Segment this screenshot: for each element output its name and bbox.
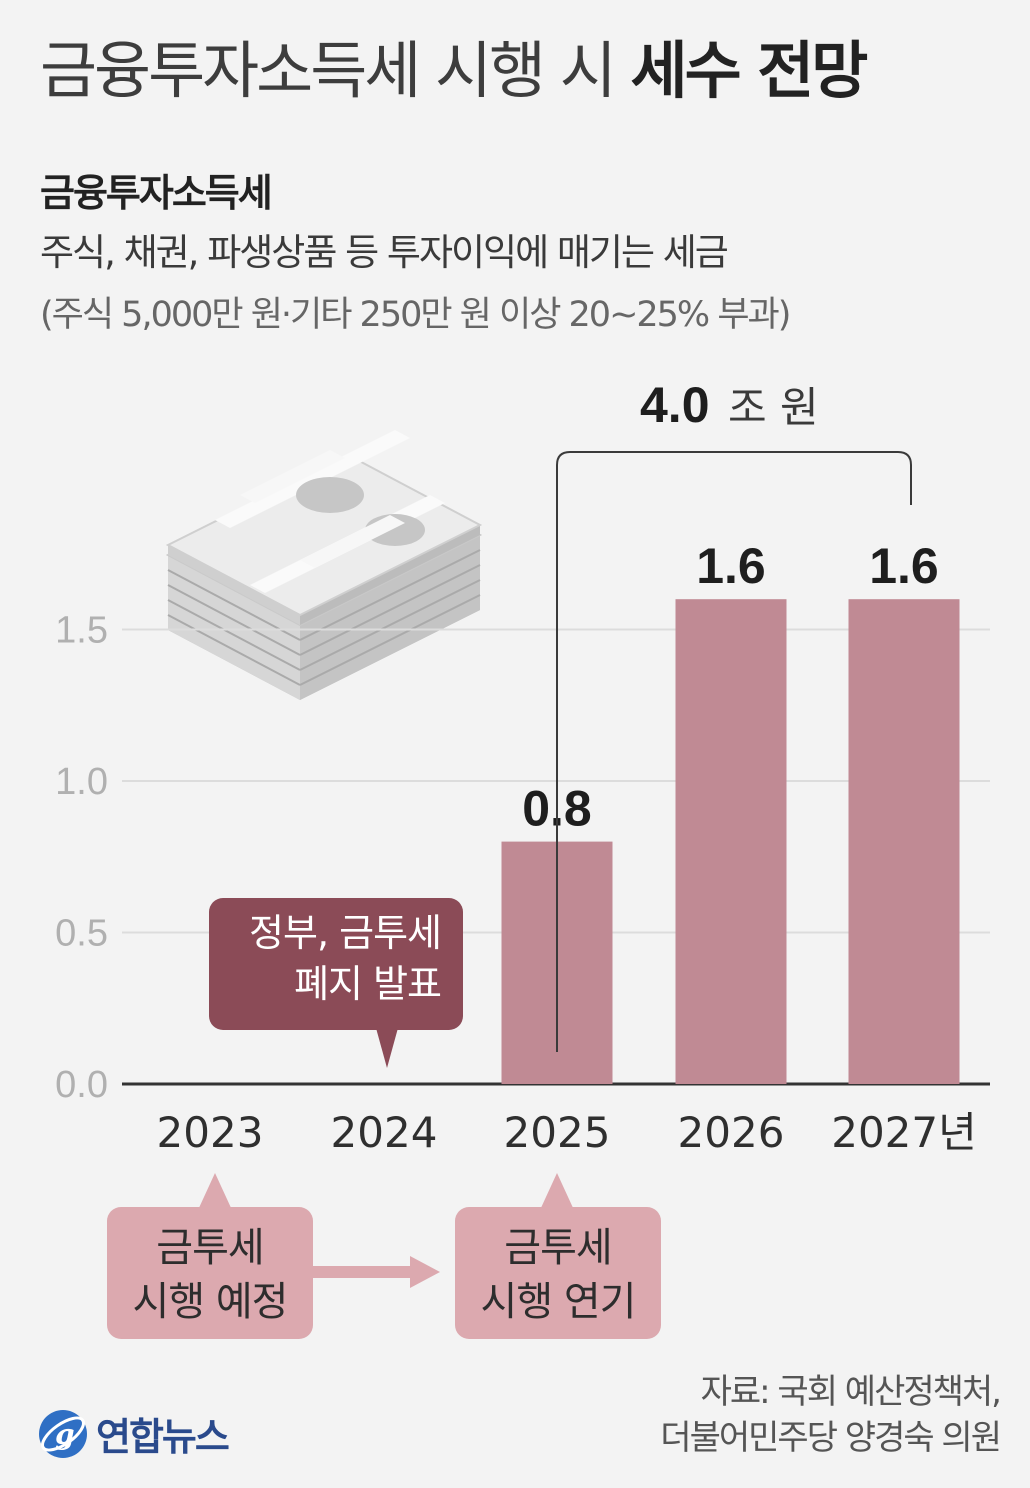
page-title: 금융투자소득세 시행 시 세수 전망	[40, 40, 868, 102]
callout-line: 금투세	[156, 1225, 264, 1271]
callout-line: 폐지 발표	[294, 962, 442, 1007]
x-tick-label: 2025	[504, 1108, 611, 1157]
bar-value-label: 1.6	[696, 538, 766, 594]
planned-callout: 금투세 시행 예정	[107, 1207, 313, 1339]
x-tick-label: 2023	[157, 1108, 264, 1157]
description-note: (주식 5,000만 원·기타 250만 원 이상 20~25% 부과)	[40, 295, 791, 335]
subtitle: 금융투자소득세	[40, 171, 273, 215]
announcement-pointer	[376, 1028, 398, 1068]
total-unit: 조 원	[728, 383, 819, 432]
source-note: 자료: 국회 예산정책처, 더불어민주당 양경숙 의원	[660, 1370, 1002, 1462]
bar-value-label: 1.6	[869, 538, 939, 594]
x-tick-label: 2024	[331, 1108, 438, 1157]
logo-text: 연합뉴스	[96, 1415, 230, 1459]
yonhap-logo-icon: g	[39, 1409, 87, 1458]
x-tick-label: 2027년	[831, 1108, 977, 1157]
arrow-shaft	[313, 1266, 417, 1278]
postponed-pointer	[540, 1173, 574, 1210]
title-bold: 세수 전망	[630, 34, 869, 107]
y-tick-label: 1.5	[55, 610, 108, 652]
total-bracket	[556, 451, 912, 1052]
source-line: 더불어민주당 양경숙 의원	[660, 1417, 1002, 1458]
gov-announcement-callout: 정부, 금투세 폐지 발표	[209, 898, 463, 1030]
title-light: 금융투자소득세 시행 시	[40, 34, 617, 107]
callout-line: 시행 연기	[480, 1279, 637, 1325]
bar	[848, 599, 960, 1084]
svg-text:g: g	[55, 1418, 75, 1451]
source-line: 자료: 국회 예산정책처,	[700, 1372, 1002, 1412]
total-value: 4.0	[640, 377, 710, 433]
bar	[675, 599, 787, 1084]
callout-line: 금투세	[504, 1225, 612, 1271]
postponed-callout: 금투세 시행 연기	[455, 1207, 661, 1339]
yonhap-logo: g 연합뉴스	[36, 1406, 230, 1461]
y-tick-label: 1.0	[55, 761, 108, 803]
description: 주식, 채권, 파생상품 등 투자이익에 매기는 세금	[40, 231, 729, 274]
callout-line: 시행 예정	[132, 1279, 289, 1325]
callout-line: 정부, 금투세	[249, 911, 442, 955]
money-stack-icon	[165, 430, 483, 700]
x-tick-label: 2026	[678, 1108, 785, 1157]
y-tick-label: 0.5	[55, 913, 108, 955]
y-tick-label: 0.0	[55, 1064, 108, 1106]
planned-pointer	[198, 1173, 232, 1210]
arrow-right-icon	[410, 1256, 440, 1288]
